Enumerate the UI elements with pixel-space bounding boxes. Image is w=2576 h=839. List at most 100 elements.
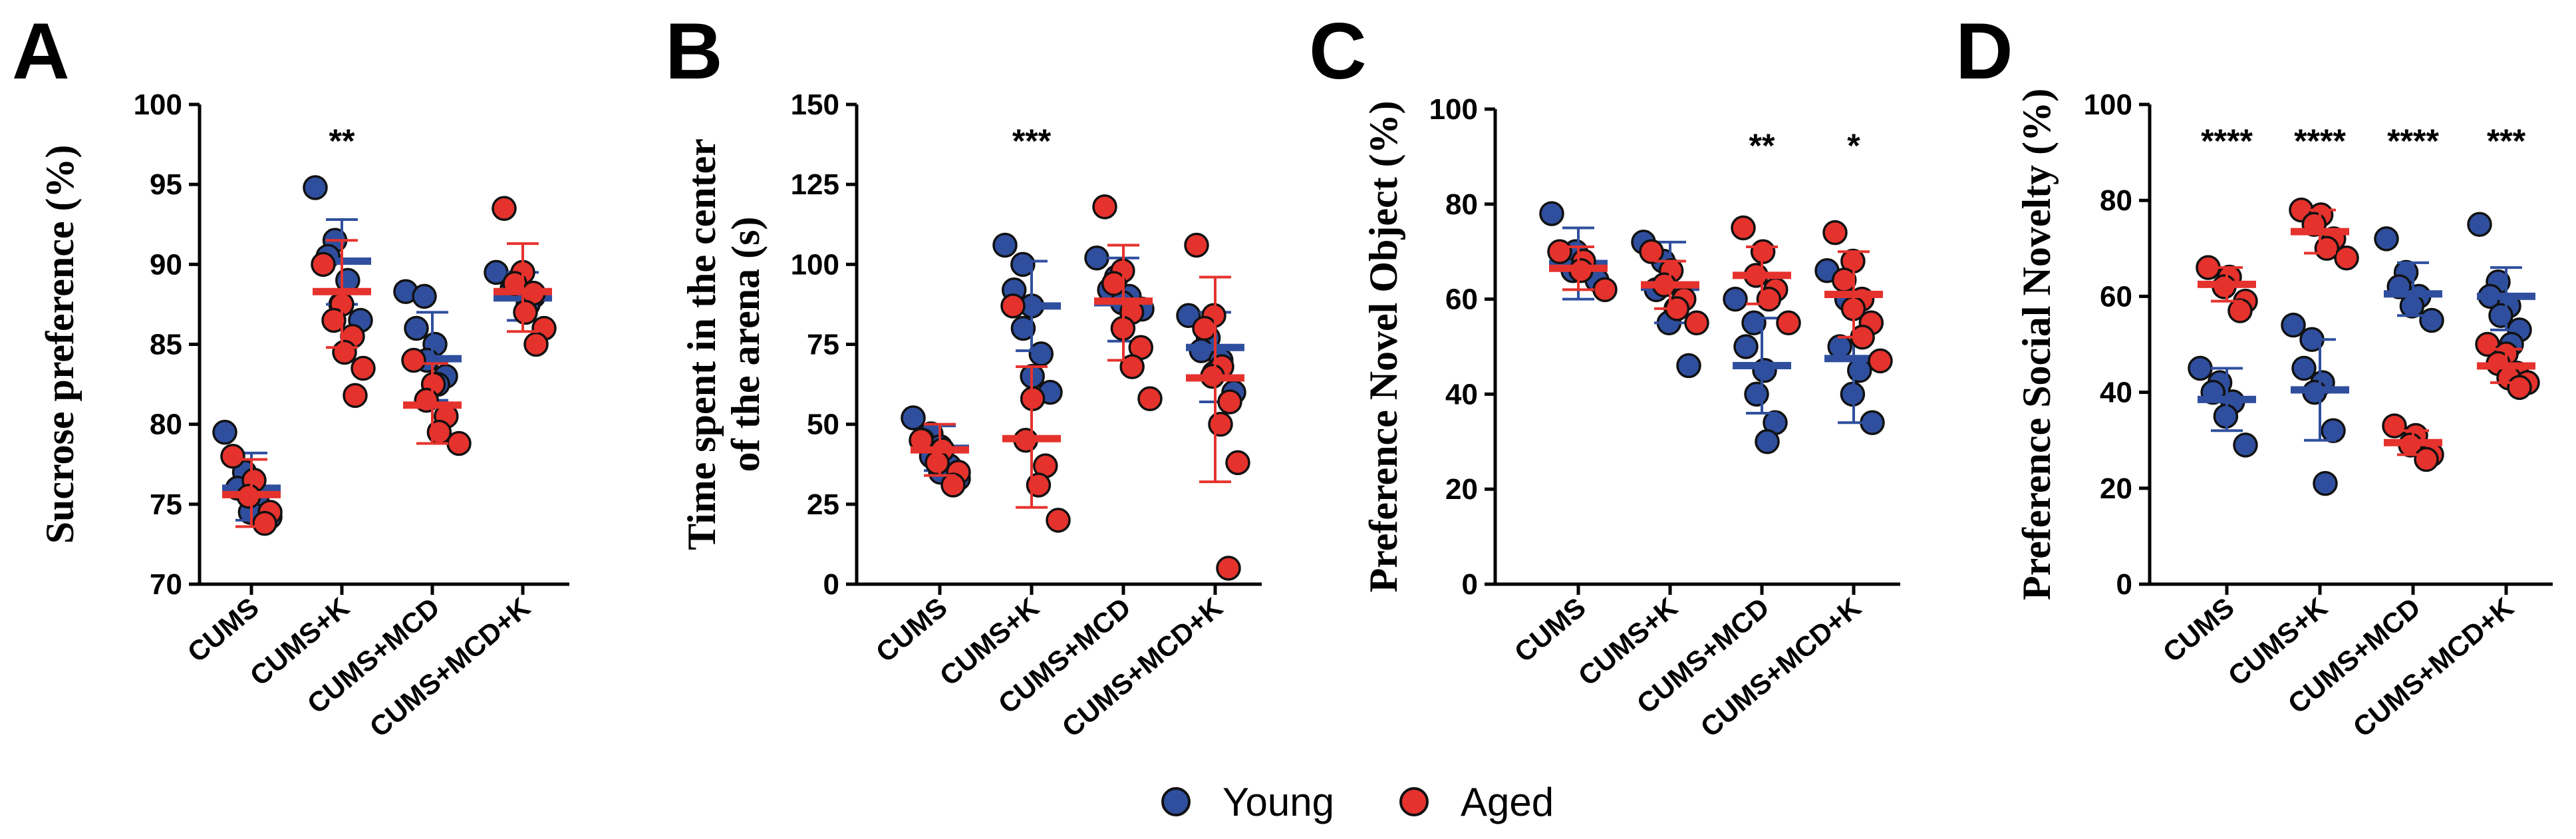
data-point-young <box>1827 334 1852 359</box>
data-point-young <box>992 232 1018 258</box>
significance-label: ** <box>329 122 355 160</box>
data-point-aged <box>1868 348 1893 374</box>
panel-c: 0 20 40 60 80 100 Preference Novel Object (%) C… <box>1361 93 1900 743</box>
significance-label: **** <box>2387 122 2439 160</box>
y-tick-label: 25 <box>807 488 839 521</box>
y-axis-title-line: Preference Social Novelty (%) <box>2015 88 2059 600</box>
y-tick-label: 80 <box>150 409 182 441</box>
data-point-aged <box>2227 298 2253 323</box>
y-tick-label: 40 <box>2100 377 2132 409</box>
data-point-young <box>2374 226 2399 252</box>
data-point-aged <box>1225 450 1250 476</box>
data-point-aged <box>1092 194 1117 220</box>
data-point-young <box>1010 252 1036 277</box>
data-point-aged <box>1137 386 1163 411</box>
data-point-young <box>2488 303 2513 328</box>
panel-letter-d: D <box>1955 7 2013 96</box>
y-tick-label: 20 <box>1445 473 1478 506</box>
y-tick-label: 95 <box>150 168 182 201</box>
data-point-aged <box>1101 271 1127 296</box>
y-tick-label: 100 <box>791 248 839 281</box>
panel-letter-b: B <box>665 7 723 96</box>
data-point-young <box>1847 357 1872 383</box>
data-point-young <box>2467 212 2492 237</box>
y-tick-label: 75 <box>807 329 839 361</box>
data-point-young <box>1028 341 1054 367</box>
legend-young-marker <box>1161 787 1191 816</box>
x-category-label: CUMS <box>870 591 953 668</box>
y-tick-label: 0 <box>1462 568 1478 601</box>
data-point-aged <box>1000 293 1026 319</box>
y-tick-label: 90 <box>150 248 182 281</box>
data-point-aged <box>2334 245 2359 271</box>
data-point-aged <box>925 450 950 476</box>
data-point-young <box>1010 315 1036 341</box>
data-point-aged <box>1046 508 1071 533</box>
y-tick-label: 0 <box>823 568 839 601</box>
significance-label: ** <box>1749 127 1775 164</box>
data-point-young <box>1733 334 1759 359</box>
data-point-young <box>1676 353 1701 379</box>
data-point-young <box>404 315 429 341</box>
data-point-aged <box>492 196 517 221</box>
legend-young-label: Young <box>1222 780 1334 824</box>
y-tick-label: 80 <box>2100 184 2132 217</box>
data-point-aged <box>321 307 347 333</box>
data-point-aged <box>311 252 336 277</box>
data-point-young <box>1723 286 1748 312</box>
y-tick-label: 100 <box>1429 93 1478 126</box>
data-point-aged <box>1822 220 1848 246</box>
data-point-aged <box>523 331 549 357</box>
data-point-aged <box>1831 267 1857 293</box>
data-point-young <box>1755 429 1780 454</box>
data-point-aged <box>1776 310 1801 336</box>
y-tick-label: 40 <box>1445 378 1478 411</box>
legend: Young Aged <box>1161 780 1554 824</box>
data-point-young <box>1744 381 1769 407</box>
data-point-aged <box>1592 277 1618 303</box>
data-point-aged <box>1184 232 1209 258</box>
panel-letter-c: C <box>1309 7 1367 96</box>
y-tick-label: 75 <box>150 488 182 521</box>
data-point-aged <box>343 383 368 409</box>
data-point-aged <box>446 430 472 456</box>
significance-label: *** <box>2487 122 2526 160</box>
y-tick-label: 100 <box>134 88 182 121</box>
significance-label: **** <box>2294 122 2346 160</box>
data-point-aged <box>351 355 376 381</box>
y-tick-label: 50 <box>807 409 839 441</box>
data-point-young <box>901 405 926 430</box>
data-point-aged <box>332 339 357 365</box>
y-tick-label: 0 <box>2116 568 2132 601</box>
data-point-aged <box>1547 239 1572 264</box>
data-point-aged <box>940 472 966 498</box>
significance-label: **** <box>2201 122 2253 160</box>
x-category-label: CUMS+MCD+K <box>2347 591 2519 743</box>
data-point-young <box>1539 201 1564 226</box>
data-point-aged <box>513 299 538 325</box>
data-point-young <box>2321 418 2346 444</box>
x-category-label: CUMS <box>2157 591 2240 668</box>
y-tick-label: 70 <box>150 568 182 601</box>
significance-label: *** <box>1012 122 1052 160</box>
legend-aged-label: Aged <box>1461 780 1554 824</box>
data-point-aged <box>2414 446 2439 472</box>
y-tick-label: 85 <box>150 329 182 361</box>
y-axis-title: Preference Novel Object (%) <box>1361 100 1405 592</box>
y-tick-label: 60 <box>2100 280 2132 313</box>
data-point-young <box>2233 432 2258 458</box>
data-point-aged <box>1208 411 1233 437</box>
data-point-aged <box>220 443 245 469</box>
data-point-aged <box>252 510 277 536</box>
significance-label: * <box>1847 127 1860 164</box>
data-point-aged <box>1217 389 1242 415</box>
data-point-aged <box>401 347 426 373</box>
data-point-young <box>2188 355 2213 381</box>
y-tick-label: 20 <box>2100 472 2132 505</box>
x-category-label: CUMS+MCD+K <box>364 591 536 743</box>
data-point-aged <box>2382 413 2407 438</box>
y-axis-title: Sucrose preference (%) <box>38 145 82 544</box>
data-point-young <box>303 175 328 200</box>
data-point-aged <box>1684 310 1709 336</box>
